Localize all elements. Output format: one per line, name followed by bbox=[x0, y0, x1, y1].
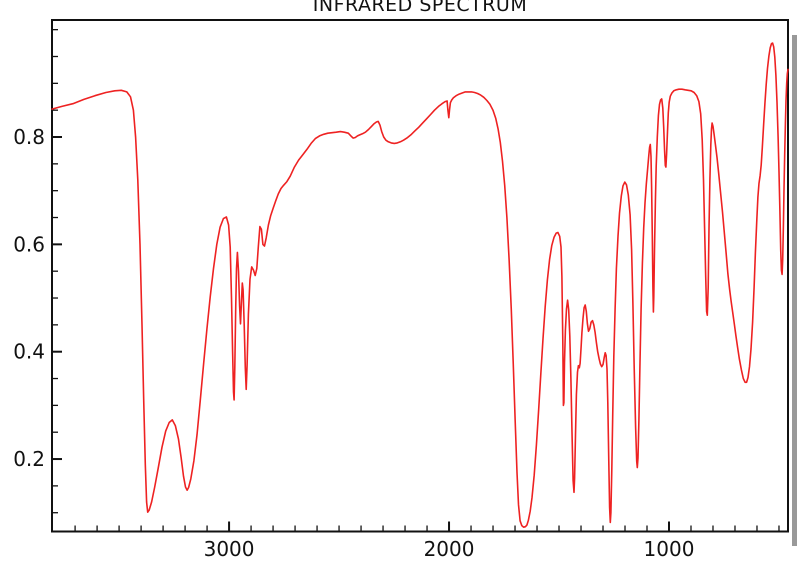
chart-title: INFRARED SPECTRUM bbox=[312, 0, 528, 16]
x-tick-label: 3000 bbox=[204, 537, 255, 561]
frame-shadow bbox=[792, 35, 797, 546]
y-tick-label: 0.2 bbox=[13, 447, 45, 471]
plot-frame bbox=[51, 19, 789, 533]
y-tick-label: 0.8 bbox=[13, 125, 45, 149]
x-tick-label: 1000 bbox=[644, 537, 695, 561]
x-tick-label: 2000 bbox=[424, 537, 475, 561]
y-tick-label: 0.6 bbox=[13, 232, 45, 256]
y-tick-label: 0.4 bbox=[13, 340, 45, 364]
spectrum-trace bbox=[51, 42, 789, 529]
